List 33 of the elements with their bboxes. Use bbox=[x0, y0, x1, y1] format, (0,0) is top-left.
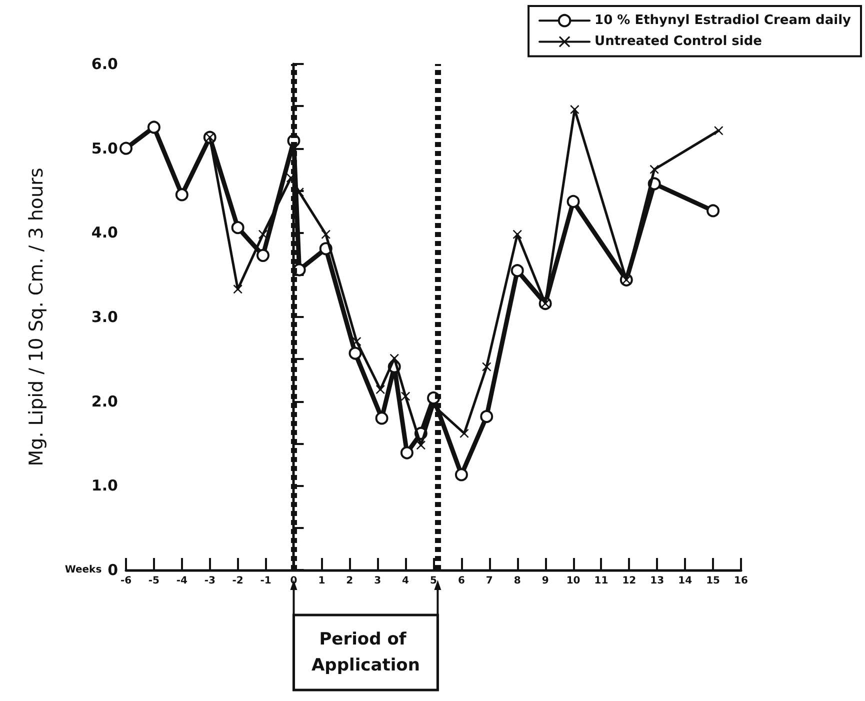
x-axis-title: Weeks bbox=[64, 564, 102, 576]
x-tick-label: 7 bbox=[486, 576, 493, 586]
y-tick-label: 6.0 bbox=[91, 55, 118, 73]
x-tick-label: 2 bbox=[346, 576, 354, 586]
x-tick-label: 9 bbox=[542, 576, 549, 586]
x-tick-label: -6 bbox=[120, 576, 132, 586]
x-tick-label: -5 bbox=[148, 576, 160, 586]
x-tick-label: 13 bbox=[650, 576, 664, 586]
x-tick-label: 16 bbox=[734, 576, 748, 586]
y-tick-label: 1.0 bbox=[91, 476, 118, 495]
y-axis-title: Mg. Lipid / 10 Sq. Cm. / 3 hours bbox=[26, 168, 48, 466]
x-tick-label: -1 bbox=[260, 576, 272, 586]
x-tick-label: -4 bbox=[176, 576, 188, 586]
x-tick-label: -2 bbox=[232, 576, 244, 586]
x-tick-label: 3 bbox=[374, 576, 382, 586]
x-tick-label: 10 bbox=[566, 576, 580, 586]
x-tick-label: 12 bbox=[622, 576, 636, 586]
x-tick-label: 11 bbox=[594, 576, 608, 586]
x-tick-label: 5 bbox=[430, 576, 438, 586]
legend-label: Untreated Control side bbox=[594, 34, 762, 50]
x-tick-label: 1 bbox=[318, 576, 326, 586]
legend-label: 10 % Ethynyl Estradiol Cream daily bbox=[594, 13, 852, 28]
x-tick-label: 6 bbox=[458, 576, 465, 586]
y-tick-label: 5.0 bbox=[91, 139, 118, 158]
x-tick-label: 15 bbox=[706, 576, 720, 586]
y-tick-label: 4.0 bbox=[91, 224, 118, 242]
x-tick-label: 4 bbox=[402, 576, 410, 586]
text: Period of Application bbox=[311, 630, 420, 676]
x-tick-label: -3 bbox=[204, 576, 216, 586]
x-tick-label: 8 bbox=[514, 576, 521, 586]
y-tick-label: 2.0 bbox=[91, 392, 118, 410]
x-tick-label: 14 bbox=[678, 576, 692, 586]
y-tick-label: 3.0 bbox=[91, 308, 118, 326]
